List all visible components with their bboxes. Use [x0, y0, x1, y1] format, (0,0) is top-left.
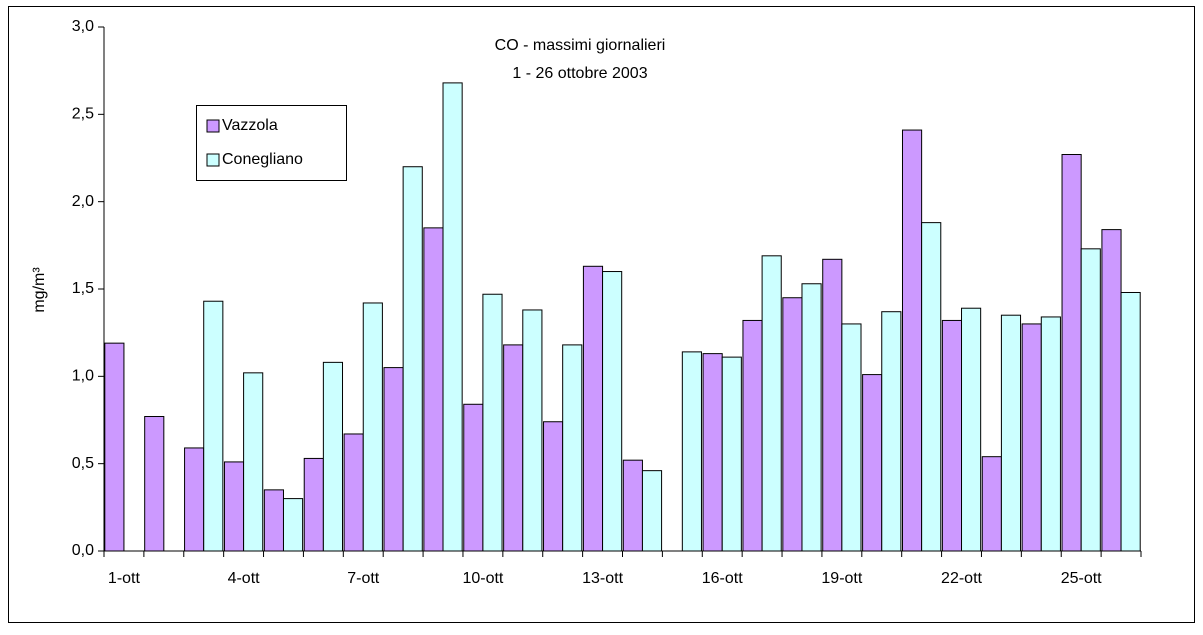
x-tick-label: 16-ott — [702, 570, 743, 587]
bar — [681, 351, 702, 552]
bar — [761, 255, 782, 552]
bar — [423, 227, 444, 552]
bar — [901, 129, 923, 552]
bar — [801, 283, 822, 552]
bar — [721, 356, 742, 552]
bar — [282, 498, 304, 552]
chart-subtitle: 1 - 26 ottobre 2003 — [512, 65, 647, 82]
bar — [243, 372, 264, 552]
x-tick-label: 25-ott — [1061, 570, 1102, 587]
legend-swatch — [206, 119, 220, 133]
bar — [841, 323, 862, 552]
bar — [482, 293, 503, 552]
bar — [303, 457, 324, 552]
x-tick-label: 10-ott — [462, 570, 503, 587]
bar — [1040, 316, 1061, 552]
bar — [1000, 314, 1022, 552]
bar — [383, 367, 404, 552]
y-tick-label: 1,5 — [72, 280, 94, 297]
bar — [203, 300, 224, 552]
x-tick-label: 22-ott — [941, 570, 982, 587]
bar — [562, 344, 583, 552]
x-tick-label: 4-ott — [228, 570, 261, 587]
bar — [144, 416, 165, 552]
bar — [362, 302, 383, 552]
bar — [223, 461, 245, 552]
bar — [522, 309, 543, 552]
bar — [543, 421, 564, 552]
y-tick-label: 0,0 — [72, 542, 94, 559]
x-tick-label: 7-ott — [347, 570, 380, 587]
y-axis-label: mg/m³ — [31, 267, 48, 313]
bar — [104, 342, 125, 552]
bar — [702, 353, 723, 552]
bar — [862, 374, 883, 552]
bar — [322, 361, 344, 552]
bar — [641, 470, 663, 552]
x-tick-label: 13-ott — [582, 570, 623, 587]
legend-swatch — [206, 153, 220, 167]
y-tick-label: 1,0 — [72, 368, 94, 385]
bar — [1021, 323, 1042, 552]
bar — [343, 433, 364, 552]
bar — [442, 82, 463, 552]
bar — [822, 258, 843, 552]
bar — [1101, 229, 1122, 552]
legend-label: Conegliano — [222, 151, 303, 168]
bar — [921, 222, 942, 552]
bar — [961, 307, 982, 552]
y-tick-label: 2,5 — [72, 106, 94, 123]
chart-title: CO - massimi giornalieri — [495, 37, 666, 54]
bar — [941, 319, 963, 552]
bar — [263, 489, 284, 552]
x-tick-label: 1-ott — [108, 570, 141, 587]
bar — [1080, 248, 1101, 552]
bar — [602, 271, 623, 552]
bar — [463, 403, 484, 552]
y-tick-label: 3,0 — [72, 18, 94, 35]
bar — [503, 344, 524, 552]
legend-label: Vazzola — [222, 117, 278, 134]
y-tick-label: 2,0 — [72, 193, 94, 210]
bar — [742, 319, 763, 552]
bar — [782, 297, 803, 552]
bar — [981, 456, 1002, 552]
bar — [582, 265, 604, 552]
bar — [402, 166, 423, 552]
legend — [196, 105, 347, 181]
bar — [1061, 154, 1082, 552]
bar — [622, 459, 643, 552]
bar — [184, 447, 205, 552]
bar — [1120, 291, 1141, 552]
y-tick-label: 0,5 — [72, 455, 94, 472]
x-tick-label: 19-ott — [821, 570, 862, 587]
bar — [881, 311, 902, 552]
